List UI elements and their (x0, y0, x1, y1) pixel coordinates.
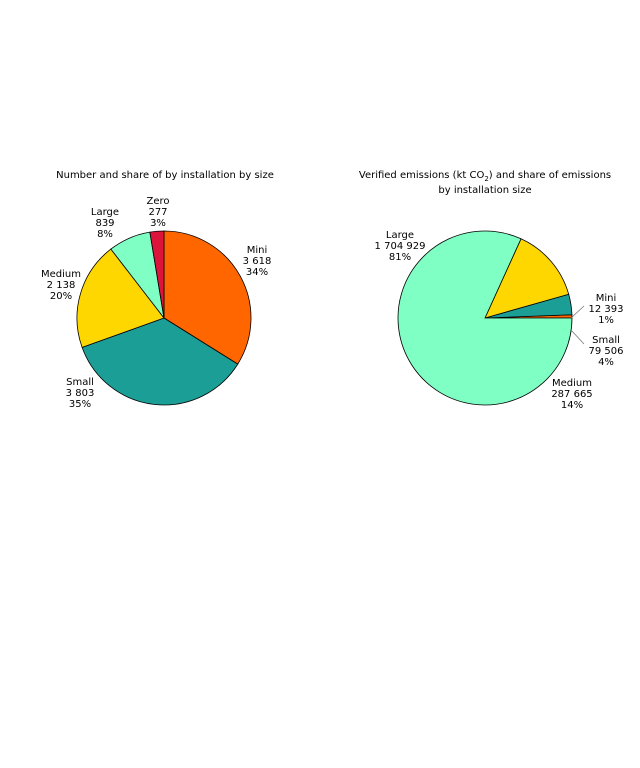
label-share: 4% (598, 357, 614, 368)
label-name: Small (66, 377, 94, 388)
leader-line (570, 329, 585, 345)
label-right-medium: Medium 287 665 14% (546, 378, 598, 411)
chart-title-installations: Number and share of by installation by s… (56, 170, 274, 181)
label-left-large: Large 839 8% (88, 207, 122, 240)
chart-title-emissions: Verified emissions (kt CO2) and share of… (350, 170, 620, 197)
label-name: Mini (246, 245, 268, 256)
leader-line (570, 305, 585, 319)
label-share: 14% (560, 400, 584, 411)
pie-slice-small (81, 317, 239, 406)
label-share: 1% (598, 315, 614, 326)
label-share: 3% (150, 218, 166, 229)
label-left-zero: Zero 277 3% (142, 196, 174, 229)
label-value: 277 (148, 207, 168, 218)
title-line2: by installation size (438, 185, 532, 196)
label-right-large: Large 1 704 929 81% (372, 230, 428, 263)
title-line1-pre: Verified emissions (kt CO (358, 170, 485, 181)
label-value: 287 665 (551, 389, 593, 400)
label-value: 3 618 (242, 256, 272, 267)
label-name: Zero (146, 196, 170, 207)
title-line1-post: ) and share of emissions (488, 170, 612, 181)
pie-slice-mini (163, 230, 252, 365)
label-share: 20% (49, 291, 73, 302)
label-right-small: Small 79 506 4% (585, 335, 627, 368)
label-value: 12 393 (588, 304, 624, 315)
label-name: Large (385, 230, 415, 241)
label-left-mini: Mini 3 618 34% (240, 245, 274, 278)
label-value: 839 (95, 218, 115, 229)
label-value: 1 704 929 (374, 241, 426, 252)
label-share: 35% (68, 399, 92, 410)
label-value: 3 803 (65, 388, 95, 399)
pie-slice-medium (484, 238, 570, 319)
label-left-medium: Medium 2 138 20% (40, 269, 82, 302)
label-left-small: Small 3 803 35% (60, 377, 100, 410)
label-value: 79 506 (588, 346, 624, 357)
label-right-mini: Mini 12 393 1% (585, 293, 627, 326)
label-value: 2 138 (46, 280, 76, 291)
label-share: 81% (388, 252, 412, 263)
label-share: 34% (245, 267, 269, 278)
label-name: Mini (595, 293, 617, 304)
label-name: Large (90, 207, 120, 218)
pie-slice-large (397, 230, 573, 406)
title-subscript: 2 (484, 175, 489, 183)
pie-slice-medium (76, 248, 165, 348)
label-name: Medium (552, 378, 592, 389)
label-name: Small (592, 335, 620, 346)
pie-slice-zero (149, 230, 165, 319)
label-name: Medium (41, 269, 81, 280)
label-share: 8% (97, 229, 113, 240)
